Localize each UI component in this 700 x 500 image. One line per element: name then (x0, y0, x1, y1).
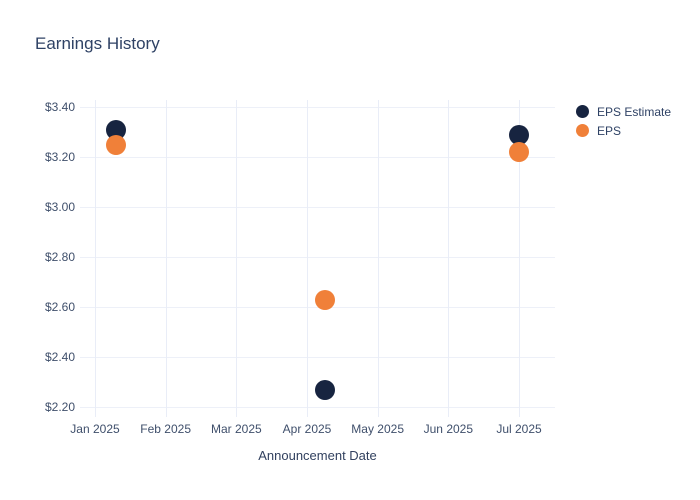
data-point-eps-1[interactable] (314, 289, 335, 310)
data-point-eps-estimate-1[interactable] (314, 379, 335, 400)
x-gridline (307, 100, 308, 417)
x-gridline (377, 100, 379, 417)
x-axis-title: Announcement Date (258, 448, 377, 463)
data-point-eps-estimate-2[interactable] (509, 124, 529, 145)
legend: EPS Estimate EPS (576, 104, 671, 138)
chart-title: Earnings History (35, 34, 160, 53)
y-gridline (80, 157, 555, 158)
legend-item-eps-estimate[interactable]: EPS Estimate (576, 104, 671, 119)
legend-label: EPS Estimate (597, 104, 672, 119)
x-tick-label: Apr 2025 (282, 422, 332, 436)
y-gridline (80, 307, 555, 308)
data-point-eps-0[interactable] (106, 134, 127, 155)
y-tick-label: $3.00 (44, 200, 75, 214)
y-tick-label: $3.40 (44, 100, 75, 114)
y-tick-label: $2.20 (44, 400, 75, 414)
x-tick-label: Jan 2025 (70, 422, 120, 436)
y-gridline (80, 407, 555, 408)
y-tick-label: $2.80 (44, 250, 75, 264)
x-gridline (165, 100, 167, 417)
legend-item-eps[interactable]: EPS (576, 123, 671, 138)
x-gridline (236, 100, 238, 417)
legend-label: EPS (597, 123, 622, 138)
x-tick-label: May 2025 (351, 422, 405, 436)
y-gridline (80, 107, 555, 108)
x-gridline (519, 100, 520, 417)
x-tick-label: Mar 2025 (210, 422, 262, 436)
x-tick-label: Jul 2025 (496, 422, 542, 436)
data-point-eps-2[interactable] (509, 142, 529, 162)
legend-marker-eps-icon (576, 124, 589, 137)
y-tick-label: $3.20 (44, 150, 75, 164)
y-gridline (80, 357, 555, 358)
y-tick-label: $2.40 (44, 350, 75, 364)
y-gridline (80, 257, 555, 258)
x-gridline (448, 100, 450, 417)
legend-marker-eps-estimate-icon (576, 105, 589, 118)
x-tick-label: Jun 2025 (423, 422, 474, 436)
y-tick-label: $2.60 (44, 300, 75, 314)
y-gridline (80, 207, 555, 208)
x-tick-label: Feb 2025 (140, 422, 192, 436)
x-gridline (95, 100, 96, 417)
